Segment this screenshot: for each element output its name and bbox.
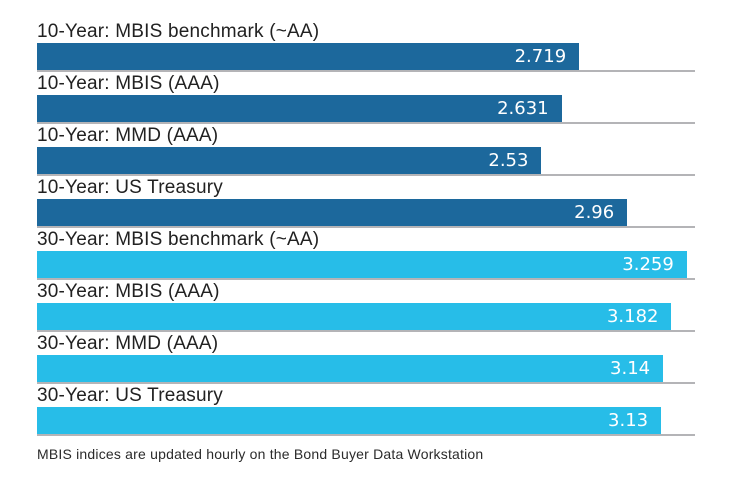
chart-row: 10-Year: MBIS benchmark (~AA) 2.719 bbox=[37, 20, 695, 72]
value-label: 2.53 bbox=[488, 150, 529, 171]
category-label: 10-Year: MMD (AAA) bbox=[37, 125, 219, 146]
chart-row: 30-Year: MMD (AAA) 3.14 bbox=[37, 332, 695, 384]
value-label: 3.14 bbox=[610, 358, 651, 379]
bar-track: 3.259 bbox=[37, 251, 695, 280]
category-label: 10-Year: MBIS (AAA) bbox=[37, 73, 220, 94]
bar-track: 2.96 bbox=[37, 199, 695, 228]
category-label: 30-Year: MBIS benchmark (~AA) bbox=[37, 229, 320, 250]
bar-track: 2.719 bbox=[37, 43, 695, 72]
value-label: 3.13 bbox=[608, 410, 649, 431]
chart-row: 10-Year: US Treasury 2.96 bbox=[37, 176, 695, 228]
chart-row: 10-Year: MMD (AAA) 2.53 bbox=[37, 124, 695, 176]
category-label: 30-Year: US Treasury bbox=[37, 385, 223, 406]
bar-30-year: 3.14 bbox=[37, 355, 664, 382]
category-label: 30-Year: MBIS (AAA) bbox=[37, 281, 220, 302]
bar-10-year: 2.96 bbox=[37, 199, 628, 226]
category-label: 10-Year: US Treasury bbox=[37, 177, 223, 198]
value-label: 2.631 bbox=[497, 98, 549, 119]
bar-track: 2.631 bbox=[37, 95, 695, 124]
bar-track: 3.14 bbox=[37, 355, 695, 384]
footer-note: MBIS indices are updated hourly on the B… bbox=[37, 446, 484, 462]
bar-track: 3.182 bbox=[37, 303, 695, 332]
category-label: 30-Year: MMD (AAA) bbox=[37, 333, 219, 354]
value-label: 2.719 bbox=[514, 46, 567, 67]
bar-track: 2.53 bbox=[37, 147, 695, 176]
bar-10-year: 2.631 bbox=[37, 95, 562, 122]
chart-row: 10-Year: MBIS (AAA) 2.631 bbox=[37, 72, 695, 124]
chart-row: 30-Year: MBIS benchmark (~AA) 3.259 bbox=[37, 228, 695, 280]
bar-30-year: 3.182 bbox=[37, 303, 672, 330]
chart-row: 30-Year: MBIS (AAA) 3.182 bbox=[37, 280, 695, 332]
chart-row: 30-Year: US Treasury 3.13 bbox=[37, 384, 695, 436]
bar-30-year: 3.13 bbox=[37, 407, 662, 434]
bar-30-year: 3.259 bbox=[37, 251, 687, 278]
value-label: 3.259 bbox=[622, 254, 674, 275]
value-label: 2.96 bbox=[574, 202, 615, 223]
bar-10-year: 2.719 bbox=[37, 43, 580, 70]
category-label: 10-Year: MBIS benchmark (~AA) bbox=[37, 21, 320, 42]
value-label: 3.182 bbox=[606, 306, 659, 327]
bar-chart: 10-Year: MBIS benchmark (~AA) 2.719 10-Yea… bbox=[37, 20, 695, 436]
bar-10-year: 2.53 bbox=[37, 147, 542, 174]
bar-track: 3.13 bbox=[37, 407, 695, 436]
